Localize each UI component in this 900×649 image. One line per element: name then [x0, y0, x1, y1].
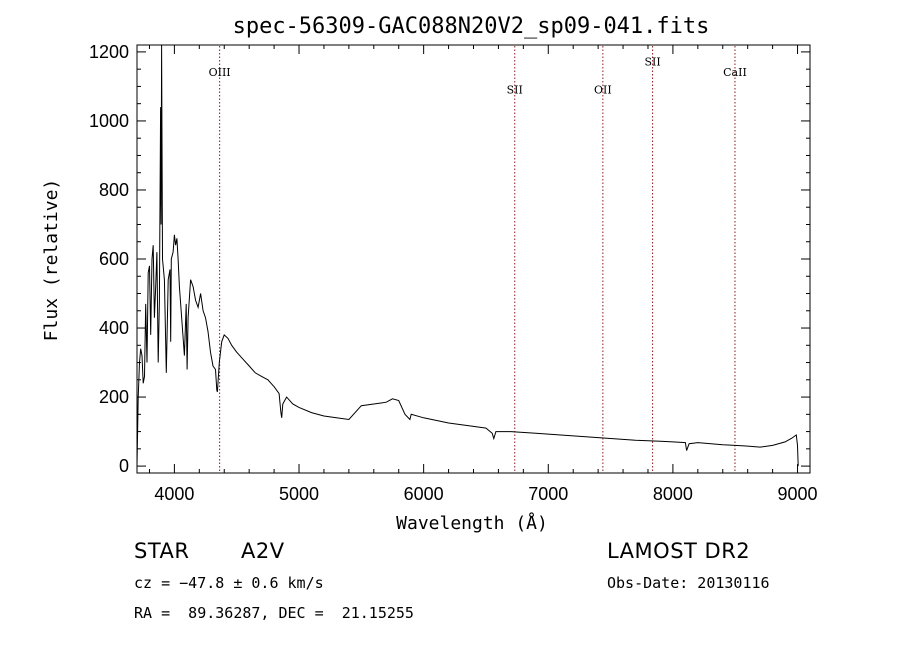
- y-tick-label: 800: [99, 180, 129, 200]
- y-tick-label: 600: [99, 249, 129, 269]
- x-tick-label: 5000: [279, 484, 319, 504]
- x-tick-label: 7000: [528, 484, 568, 504]
- chart-title: spec-56309-GAC088N20V2_sp09-041.fits: [233, 14, 710, 39]
- axis-tick-labels: 4000 5000 6000 7000 8000 9000 0 200 400 600 800 100…: [89, 42, 818, 504]
- sky-coordinates: RA = 89.36287, DEC = 21.15255: [134, 604, 414, 622]
- x-tick-label: 6000: [404, 484, 444, 504]
- x-tick-label: 4000: [154, 484, 194, 504]
- y-tick-label: 200: [99, 387, 129, 407]
- emission-line-label: SII: [644, 56, 660, 69]
- plot-frame: [136, 44, 811, 474]
- y-tick-label: 400: [99, 318, 129, 338]
- x-axis-label: Wavelength (Å): [396, 512, 548, 534]
- emission-line-label: OII: [594, 83, 612, 96]
- y-tick-label: 1000: [89, 111, 129, 131]
- observation-date: Obs-Date: 20130116: [607, 574, 770, 592]
- y-axis-label: Flux (relative): [41, 179, 62, 342]
- emission-line-label: OIII: [209, 66, 231, 79]
- object-class: STAR: [134, 539, 190, 563]
- spectrum-line: [136, 44, 799, 467]
- axis-ticks: [137, 45, 810, 473]
- emission-line-label: SII: [507, 83, 523, 96]
- emission-line-markers: [219, 46, 736, 472]
- x-tick-label: 9000: [778, 484, 818, 504]
- emission-line-label: CaII: [723, 66, 747, 79]
- survey-name: LAMOST DR2: [607, 539, 751, 563]
- redshift-velocity: cz = −47.8 ± 0.6 km/s: [134, 574, 324, 592]
- x-tick-label: 8000: [653, 484, 693, 504]
- y-tick-label: 0: [119, 456, 129, 476]
- emission-line-labels: OIII SII OII SII CaII: [209, 56, 747, 97]
- plot-area: 4000 5000 6000 7000 8000 9000 0 200 400 600 800 100…: [89, 42, 818, 504]
- y-tick-label: 1200: [89, 42, 129, 62]
- object-subclass: A2V: [241, 539, 285, 563]
